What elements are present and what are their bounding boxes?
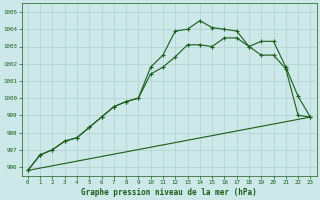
X-axis label: Graphe pression niveau de la mer (hPa): Graphe pression niveau de la mer (hPa) bbox=[81, 188, 257, 197]
